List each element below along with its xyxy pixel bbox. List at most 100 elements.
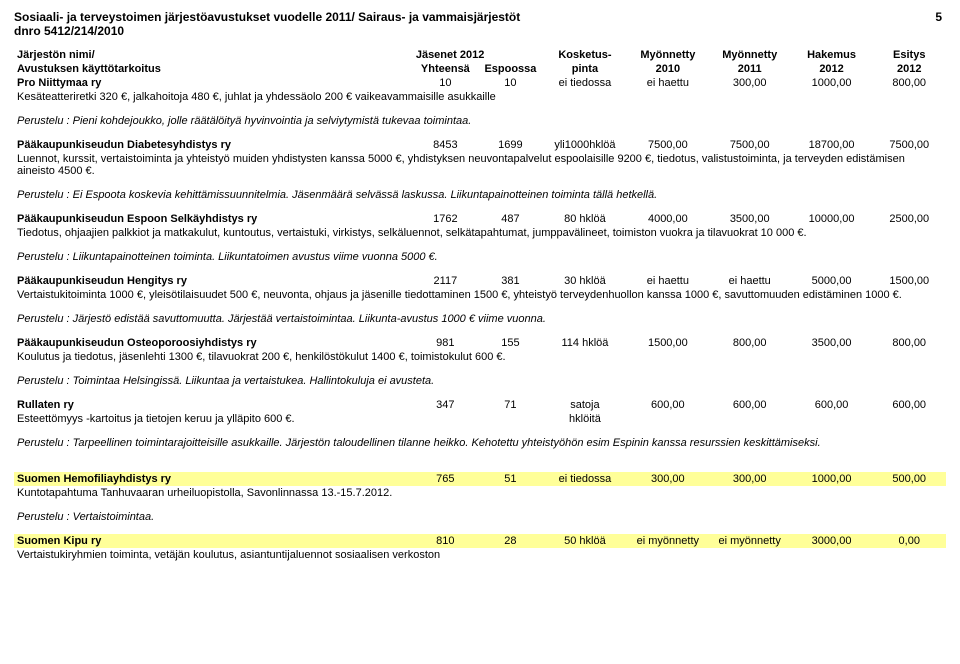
cell: 10000,00 (791, 212, 873, 226)
cell: 1699 (478, 138, 543, 152)
cell: ei tiedossa (543, 472, 627, 486)
grants-table: Järjestön nimi/ Jäsenet 2012 Kosketus- M… (14, 48, 946, 562)
col-granted2011-a: Myönnetty (709, 48, 791, 62)
cell: 1500,00 (872, 274, 946, 288)
org-desc: Kesäteatteriretki 320 €, jalkahoitoja 48… (14, 90, 946, 104)
table-row: Tiedotus, ohjaajien palkkiot ja matkakul… (14, 226, 946, 240)
cell: 80 hklöä (543, 212, 627, 226)
cell: 800,00 (872, 76, 946, 90)
cell: 8453 (413, 138, 478, 152)
perustelu: Perustelu : Vertaistoimintaa. (14, 510, 946, 524)
cell: 800,00 (709, 336, 791, 350)
table-row: Vertaistukiryhmien toiminta, vetäjän kou… (14, 548, 946, 562)
cell: 3000,00 (791, 534, 873, 548)
org-desc: Tiedotus, ohjaajien palkkiot ja matkakul… (14, 226, 946, 240)
org-name: Pääkaupunkiseudun Espoon Selkäyhdistys r… (14, 212, 413, 226)
col-espoo-b: Espoossa (478, 62, 543, 76)
cell: 10 (478, 76, 543, 90)
cell: 765 (413, 472, 478, 486)
cell: 7500,00 (872, 138, 946, 152)
table-row: Luennot, kurssit, vertaistoiminta ja yht… (14, 152, 946, 178)
cell: 30 hklöä (543, 274, 627, 288)
table-row: Pääkaupunkiseudun Osteoporoosiyhdistys r… (14, 336, 946, 350)
org-desc: Vertaistukitoiminta 1000 €, yleisötilais… (14, 288, 946, 302)
cell: 50 hklöä (543, 534, 627, 548)
cell: 10 (413, 76, 478, 90)
cell: ei myönnetty (627, 534, 709, 548)
cell: 114 hklöä (543, 336, 627, 350)
cell: 155 (478, 336, 543, 350)
cell: hklöitä (543, 412, 627, 426)
col-proposal-a: Esitys (872, 48, 946, 62)
cell: 2500,00 (872, 212, 946, 226)
cell: 347 (413, 398, 478, 412)
cell: ei haettu (627, 274, 709, 288)
table-row: Pro Niittymaa ry 10 10 ei tiedossa ei ha… (14, 76, 946, 90)
col-granted2010-b: 2010 (627, 62, 709, 76)
perustelu: Perustelu : Toimintaa Helsingissä. Liiku… (14, 374, 946, 388)
org-name: Pääkaupunkiseudun Osteoporoosiyhdistys r… (14, 336, 413, 350)
cell: 1500,00 (627, 336, 709, 350)
cell: 71 (478, 398, 543, 412)
table-row: Perustelu : Tarpeellinen toimintarajoitt… (14, 436, 946, 450)
cell: ei haettu (627, 76, 709, 90)
col-granted2011-b: 2011 (709, 62, 791, 76)
table-row: Pääkaupunkiseudun Espoon Selkäyhdistys r… (14, 212, 946, 226)
org-desc: Koulutus ja tiedotus, jäsenlehti 1300 €,… (14, 350, 946, 364)
col-contact-a: Kosketus- (543, 48, 627, 62)
table-row-highlighted: Suomen Hemofiliayhdistys ry 765 51 ei ti… (14, 472, 946, 486)
org-name: Rullaten ry (14, 398, 413, 412)
table-row: Perustelu : Toimintaa Helsingissä. Liiku… (14, 374, 946, 388)
cell: 51 (478, 472, 543, 486)
cell: 300,00 (709, 472, 791, 486)
cell: 300,00 (709, 76, 791, 90)
perustelu: Perustelu : Tarpeellinen toimintarajoitt… (14, 436, 946, 450)
col-espoo-a (478, 48, 543, 62)
cell: 18700,00 (791, 138, 873, 152)
table-row: Kuntotapahtuma Tanhuvaaran urheiluopisto… (14, 486, 946, 500)
org-name: Pääkaupunkiseudun Diabetesyhdistys ry (14, 138, 413, 152)
page-number: 5 (935, 10, 942, 24)
header-row-2: Avustuksen käyttötarkoitus Yhteensä Espo… (14, 62, 946, 76)
org-desc: Luennot, kurssit, vertaistoiminta ja yht… (14, 152, 946, 178)
cell: 7500,00 (627, 138, 709, 152)
cell: 0,00 (872, 534, 946, 548)
cell: 1000,00 (791, 472, 873, 486)
cell: 600,00 (627, 398, 709, 412)
col-name-b: Avustuksen käyttötarkoitus (14, 62, 413, 76)
page-title: Sosiaali- ja terveystoimen järjestöavust… (14, 10, 946, 24)
perustelu: Perustelu : Liikuntapainotteinen toimint… (14, 250, 946, 264)
cell: 600,00 (709, 398, 791, 412)
cell: 7500,00 (709, 138, 791, 152)
col-members-a: Jäsenet 2012 (413, 48, 478, 62)
table-row: Pääkaupunkiseudun Diabetesyhdistys ry 84… (14, 138, 946, 152)
cell: 1762 (413, 212, 478, 226)
cell: ei tiedossa (543, 76, 627, 90)
perustelu: Perustelu : Järjestö edistää savuttomuut… (14, 312, 946, 326)
org-name: Pääkaupunkiseudun Hengitys ry (14, 274, 413, 288)
cell: ei myönnetty (709, 534, 791, 548)
table-row: Rullaten ry 347 71 satoja 600,00 600,00 … (14, 398, 946, 412)
dnro: dnro 5412/214/2010 (14, 24, 946, 38)
col-application-b: 2012 (791, 62, 873, 76)
org-name: Suomen Kipu ry (14, 534, 413, 548)
cell: 810 (413, 534, 478, 548)
cell: 5000,00 (791, 274, 873, 288)
cell: 1000,00 (791, 76, 873, 90)
col-name-a: Järjestön nimi/ (14, 48, 413, 62)
org-desc: Kuntotapahtuma Tanhuvaaran urheiluopisto… (14, 486, 946, 500)
cell: 300,00 (627, 472, 709, 486)
org-name: Suomen Hemofiliayhdistys ry (14, 472, 413, 486)
cell: 381 (478, 274, 543, 288)
table-row-highlighted: Suomen Kipu ry 810 28 50 hklöä ei myönne… (14, 534, 946, 548)
cell: 500,00 (872, 472, 946, 486)
table-row: Koulutus ja tiedotus, jäsenlehti 1300 €,… (14, 350, 946, 364)
header-row-1: Järjestön nimi/ Jäsenet 2012 Kosketus- M… (14, 48, 946, 62)
table-row: Esteettömyys -kartoitus ja tietojen keru… (14, 412, 946, 426)
cell: 2117 (413, 274, 478, 288)
cell: 600,00 (872, 398, 946, 412)
cell: 28 (478, 534, 543, 548)
table-row: Perustelu : Pieni kohdejoukko, jolle rää… (14, 114, 946, 128)
cell: ei haettu (709, 274, 791, 288)
table-row: Pääkaupunkiseudun Hengitys ry 2117 381 3… (14, 274, 946, 288)
